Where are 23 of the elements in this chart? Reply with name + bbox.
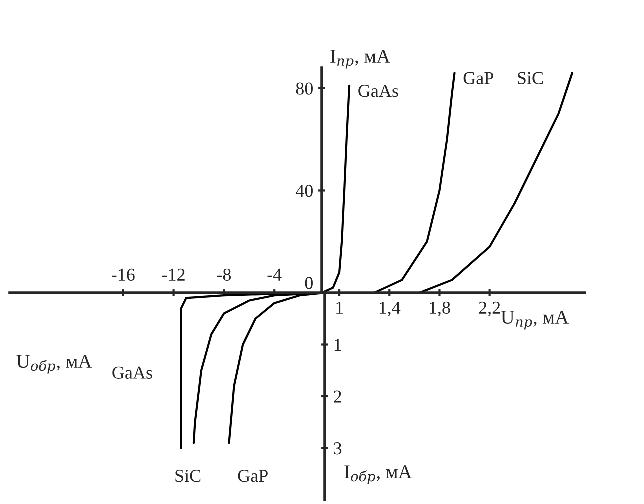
- series-label: GaAs: [112, 366, 152, 379]
- x-tick-label: -8: [217, 268, 232, 281]
- series-label: GaP: [238, 470, 268, 482]
- x-tick-label: 1,4: [380, 302, 401, 317]
- y-axis-title: I$_{пр}$, мА: [330, 50, 390, 69]
- series-label: SiC: [176, 470, 201, 482]
- x-axis-title: U$_{пр}$, мА: [501, 311, 569, 330]
- x-tick-label: -16: [112, 268, 135, 281]
- x-tick-label: -12: [162, 268, 185, 281]
- x-axis-title: U$_{обр}$, мА: [16, 355, 92, 374]
- x-tick-label: 1,8: [430, 302, 450, 317]
- series-label: GaAs: [358, 85, 398, 98]
- x-tick-label: -4: [268, 268, 282, 281]
- y-tick-label: 3: [334, 442, 342, 455]
- series-label: SiC: [518, 72, 544, 84]
- y-tick-label: 2: [334, 390, 342, 403]
- y-tick-label: 80: [296, 82, 313, 95]
- y-tick-label: 0: [305, 277, 313, 290]
- y-tick-label: 40: [296, 184, 313, 198]
- x-tick-label: 2,2: [479, 302, 500, 317]
- y-tick-label: 1: [334, 339, 342, 352]
- y-axis-title: I$_{обр}$, мА: [344, 466, 412, 484]
- series-label: GaP: [464, 72, 494, 84]
